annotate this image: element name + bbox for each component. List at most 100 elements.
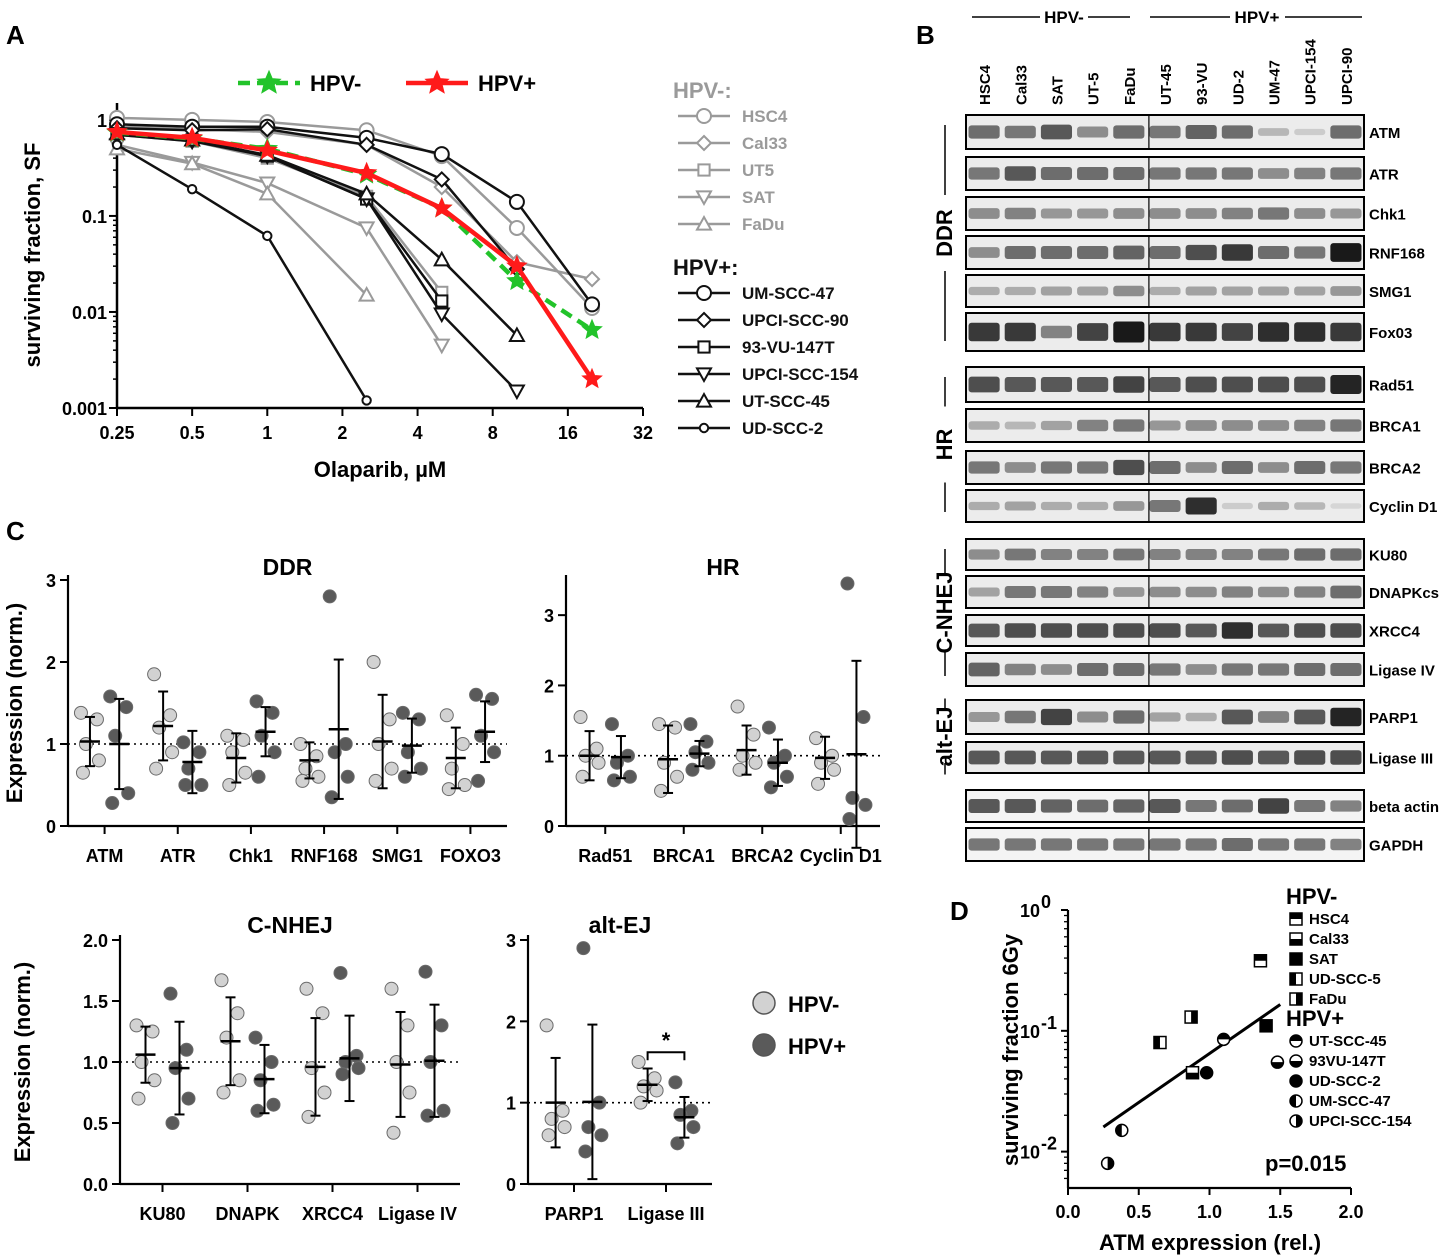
panel-c-data-point xyxy=(557,1120,572,1135)
panel-b-band xyxy=(1040,376,1073,393)
panel-b-band xyxy=(1113,208,1145,219)
panel-c-data-point xyxy=(103,689,118,704)
panel-a-y-tick-label: 0.1 xyxy=(82,207,107,227)
panel-b-band xyxy=(1077,501,1109,511)
panel-c-data-point xyxy=(248,1030,263,1045)
panel-b-band xyxy=(1077,246,1109,259)
panel-c-y-tick-label: 3 xyxy=(506,931,516,951)
panel-b-band xyxy=(1077,750,1109,765)
panel-b-band xyxy=(1004,750,1036,765)
panel-b-band xyxy=(1040,838,1073,851)
panel-b-band xyxy=(968,798,1000,814)
panel-c-data-point xyxy=(591,755,606,770)
panel-a-legend-label: UT5 xyxy=(742,161,774,180)
panel-c-data-point xyxy=(842,811,857,826)
panel-b-band xyxy=(1149,376,1181,393)
panel-b-protein-label: BRCA1 xyxy=(1369,419,1421,436)
panel-b-band xyxy=(1004,376,1036,393)
panel-b-protein-label: Chk1 xyxy=(1369,207,1406,224)
panel-b-band xyxy=(968,549,1000,560)
panel-a-top-legend-star xyxy=(256,69,282,94)
panel-c-data-point xyxy=(539,1018,554,1033)
panel-b-band xyxy=(1040,750,1073,765)
panel-a-legend-marker-shape xyxy=(698,422,710,434)
panel-b-band xyxy=(1257,207,1290,220)
panel-c-data-point xyxy=(578,1144,593,1159)
panel-b-band xyxy=(1113,587,1145,597)
panel-b-band xyxy=(1330,548,1362,561)
panel-b-band xyxy=(968,208,1000,219)
panel-b-band xyxy=(1149,167,1181,180)
panel-b-band xyxy=(1113,245,1145,260)
panel-b-band xyxy=(1221,586,1253,598)
panel-a-data-point-shape xyxy=(358,136,376,154)
panel-c-chart-title: DDR xyxy=(263,554,313,580)
panel-a-data-point-shape xyxy=(258,176,276,193)
panel-c-y-tick-label: 3 xyxy=(46,571,56,591)
panel-a-legend-marker-shape xyxy=(696,285,712,301)
panel-b-band xyxy=(1077,376,1109,393)
panel-c-y-tick-label: 1 xyxy=(506,1094,516,1114)
panel-d-data-point xyxy=(1253,954,1268,968)
panel-c-data-point xyxy=(683,717,698,732)
panel-a-series-upci-scc-154 xyxy=(108,128,526,401)
panel-c-data-point xyxy=(685,762,700,777)
panel-b-group-header: HPV+ xyxy=(1235,8,1280,27)
panel-d-legend-label: UPCI-SCC-154 xyxy=(1309,1113,1412,1130)
panel-b-band xyxy=(1185,420,1217,431)
panel-b-protein-label: beta actin xyxy=(1369,799,1439,816)
panel-c-y-tick-label: 0 xyxy=(46,817,56,837)
panel-d-x-tick-label: 0.5 xyxy=(1126,1202,1151,1222)
panel-c-data-point xyxy=(455,737,470,751)
panel-c-data-point xyxy=(541,1128,556,1143)
panel-d-legend-marker xyxy=(1289,1114,1303,1128)
panel-c-data-point xyxy=(73,705,88,720)
panel-b-band xyxy=(1221,286,1253,296)
panel-c-data-point xyxy=(176,735,191,750)
panel-b-band xyxy=(968,750,1000,765)
panel-b-group-bracket: alt-EJ xyxy=(932,698,957,775)
panel-b-group-header: HPV- xyxy=(1044,8,1084,27)
panel-b-band xyxy=(1113,321,1145,343)
panel-c-data-point xyxy=(439,708,454,723)
panel-b-band xyxy=(1149,663,1181,676)
panel-d-data-point xyxy=(1153,1035,1167,1050)
panel-b-blot-row-brca1: BRCA1 xyxy=(965,408,1421,443)
panel-b-band xyxy=(1149,549,1181,560)
panel-a-legend-marker-shape xyxy=(695,214,713,231)
panel-b-protein-label: Ligase IV xyxy=(1369,663,1435,680)
panel-a-mean-point-shape xyxy=(581,318,603,340)
panel-c-y-tick-label: 0 xyxy=(544,817,554,837)
panel-b-band xyxy=(1004,322,1036,342)
panel-b-band xyxy=(1077,419,1109,432)
panel-a-legend-marker xyxy=(697,163,711,177)
panel-d-legend-marker xyxy=(1289,1094,1303,1108)
panel-b-protein-label: Cyclin D1 xyxy=(1369,499,1437,516)
panel-a-legend-label: HSC4 xyxy=(742,107,788,126)
panel-c-category-label: DNAPK xyxy=(215,1204,279,1224)
panel-b-band xyxy=(1257,128,1290,136)
panel-c-legend-label: HPV+ xyxy=(788,1034,846,1059)
panel-b-blot-row-xrcc4: XRCC4 xyxy=(965,614,1421,647)
panel-b-blot-row-ligase-iv: Ligase IV xyxy=(965,652,1435,687)
panel-c-data-point xyxy=(763,780,778,795)
panel-b-band xyxy=(1113,459,1145,476)
panel-a-y-tick-label: 0.01 xyxy=(72,303,107,323)
panel-b-band xyxy=(1330,419,1362,432)
panel-a-data-point-shape xyxy=(508,193,525,210)
panel-d-legend-marker xyxy=(1289,972,1303,986)
panel-b-band xyxy=(1077,286,1109,296)
panel-c-category-label: BRCA1 xyxy=(653,846,715,866)
panel-c-data-point xyxy=(746,727,761,742)
panel-c-y-tick-label: 1.0 xyxy=(83,1053,108,1073)
panel-b-band xyxy=(1077,623,1109,638)
panel-b-blot-row-ku80: KU80 xyxy=(965,538,1407,571)
panel-d-x-tick-label: 1.5 xyxy=(1268,1202,1293,1222)
panel-b-band xyxy=(968,125,1000,139)
panel-d-data-point xyxy=(1185,1065,1200,1080)
panel-b-band xyxy=(1077,323,1109,341)
panel-a-data-point xyxy=(435,294,449,308)
panel-c-data-point xyxy=(395,705,410,720)
panel-b-band xyxy=(968,421,1000,430)
